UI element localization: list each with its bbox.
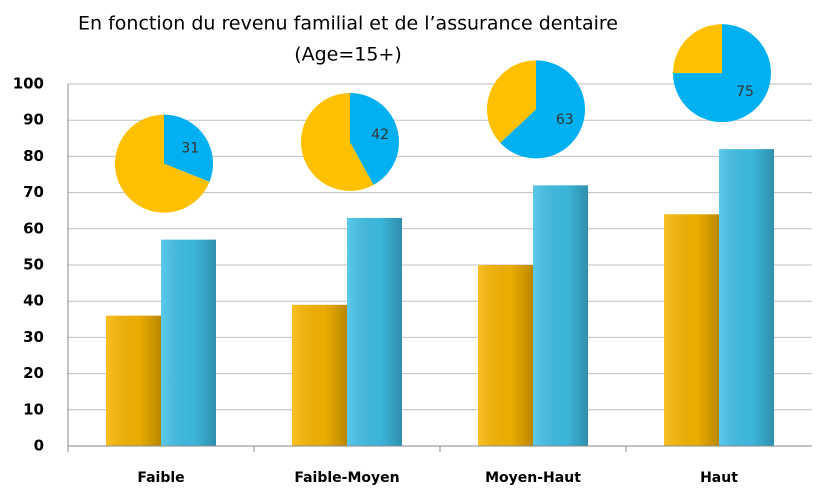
x-tick-label: Haut: [700, 470, 738, 486]
y-tick-label: 60: [23, 219, 44, 237]
pie-label: 63: [556, 112, 574, 128]
pie-rest: [115, 114, 210, 213]
pie-slice: [350, 92, 399, 185]
pie-rest: [673, 24, 722, 74]
y-tick-label: 40: [23, 292, 44, 310]
bar-shade: [719, 149, 774, 446]
y-tick-label: 80: [23, 147, 44, 165]
bar-shade: [664, 214, 719, 446]
pie-slice: [673, 24, 771, 123]
pie-rest: [300, 92, 374, 191]
chart-title: En fonction du revenu familial et de l’a…: [78, 13, 618, 35]
y-tick-label: 20: [23, 364, 44, 382]
y-tick-label: 70: [23, 183, 44, 201]
y-tick-label: 0: [34, 437, 44, 455]
bar-shade: [106, 315, 161, 446]
pie-label: 31: [181, 141, 199, 157]
bar-shade: [347, 217, 402, 446]
bar-shade: [161, 239, 216, 446]
y-tick-label: 100: [13, 75, 44, 93]
bar-shade: [478, 265, 533, 446]
bar-shade: [292, 304, 347, 446]
y-tick-label: 90: [23, 111, 44, 129]
y-tick-label: 10: [23, 400, 44, 418]
pie-slice: [164, 114, 213, 182]
pie-label: 75: [736, 84, 754, 100]
pie-label: 42: [371, 127, 389, 143]
y-tick-label: 30: [23, 328, 44, 346]
pie-rest: [487, 60, 536, 143]
pie-slice: [500, 60, 586, 159]
bar-shade: [533, 185, 588, 447]
x-tick-label: Faible: [137, 470, 184, 486]
x-tick-label: Moyen-Haut: [485, 470, 581, 486]
y-tick-label: 50: [23, 256, 44, 274]
x-tick-label: Faible-Moyen: [294, 470, 399, 486]
chart-subtitle: (Age=15+): [294, 44, 402, 66]
